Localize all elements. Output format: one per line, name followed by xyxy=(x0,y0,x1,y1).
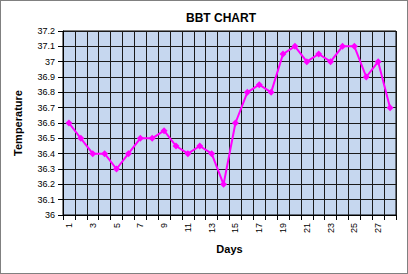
svg-text:3: 3 xyxy=(88,223,98,228)
svg-text:36.9: 36.9 xyxy=(37,72,55,82)
svg-text:21: 21 xyxy=(302,223,312,233)
svg-text:25: 25 xyxy=(349,223,359,233)
svg-text:36.3: 36.3 xyxy=(37,164,55,174)
svg-text:36.5: 36.5 xyxy=(37,133,55,143)
svg-text:37.1: 37.1 xyxy=(37,41,55,51)
svg-text:36.4: 36.4 xyxy=(37,149,55,159)
svg-text:Days: Days xyxy=(216,243,242,255)
svg-text:23: 23 xyxy=(326,223,336,233)
svg-text:7: 7 xyxy=(135,223,145,228)
svg-text:36.2: 36.2 xyxy=(37,179,55,189)
svg-text:36: 36 xyxy=(45,210,55,220)
svg-text:5: 5 xyxy=(112,223,122,228)
svg-text:13: 13 xyxy=(207,223,217,233)
svg-text:1: 1 xyxy=(64,223,74,228)
svg-text:15: 15 xyxy=(230,223,240,233)
svg-text:Temperature: Temperature xyxy=(12,90,24,156)
svg-text:27: 27 xyxy=(373,223,383,233)
svg-text:19: 19 xyxy=(278,223,288,233)
svg-text:BBT CHART: BBT CHART xyxy=(186,11,257,25)
svg-text:37.2: 37.2 xyxy=(37,26,55,36)
svg-text:17: 17 xyxy=(254,223,264,233)
svg-text:37: 37 xyxy=(45,57,55,67)
svg-text:36.6: 36.6 xyxy=(37,118,55,128)
svg-text:9: 9 xyxy=(159,223,169,228)
svg-text:36.1: 36.1 xyxy=(37,195,55,205)
svg-text:36.7: 36.7 xyxy=(37,103,55,113)
svg-text:11: 11 xyxy=(183,223,193,232)
svg-text:36.8: 36.8 xyxy=(37,87,55,97)
